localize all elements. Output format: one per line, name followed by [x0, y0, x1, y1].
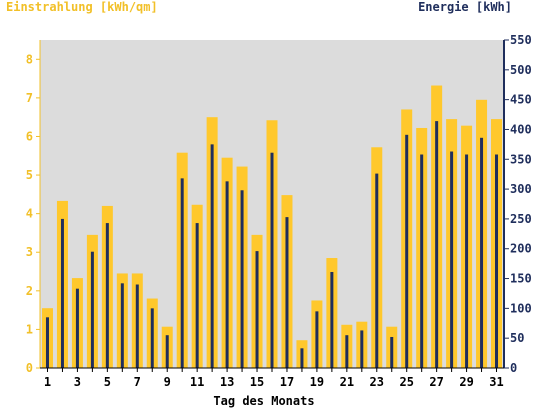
energy-bar	[75, 288, 79, 368]
left-axis-tick-label: 1	[26, 322, 33, 336]
x-axis-tick-label: 13	[220, 375, 234, 389]
left-axis-title: Einstrahlung [kWh/qm]	[6, 0, 158, 14]
energy-bar	[405, 134, 409, 368]
x-axis-tick-label: 27	[429, 375, 443, 389]
energy-bar	[45, 317, 49, 368]
right-axis-tick-label: 450	[510, 93, 532, 107]
energy-bar	[480, 137, 484, 368]
left-axis-tick-label: 8	[26, 52, 33, 66]
energy-bar	[330, 271, 334, 368]
energy-bar	[60, 218, 64, 368]
energy-bar	[300, 348, 304, 368]
right-axis-tick-label: 400	[510, 122, 532, 136]
x-axis-tick-label: 31	[489, 375, 503, 389]
left-axis-tick-label: 7	[26, 91, 33, 105]
right-axis-tick-label: 150	[510, 272, 532, 286]
left-axis-tick-label: 0	[26, 361, 33, 375]
left-axis-tick-label: 3	[26, 245, 33, 259]
right-axis-tick-label: 550	[510, 33, 532, 47]
x-axis-tick-label: 17	[280, 375, 294, 389]
energy-bar	[150, 308, 154, 368]
x-axis-tick-label: 5	[104, 375, 111, 389]
energy-bar	[375, 173, 379, 368]
energy-bar	[420, 154, 424, 368]
left-axis-tick-label: 4	[26, 207, 33, 221]
energy-bar	[165, 335, 169, 368]
x-axis-tick-label: 23	[370, 375, 384, 389]
energy-bar	[285, 217, 289, 368]
x-axis-tick-label: 15	[250, 375, 264, 389]
x-axis-tick-label: 19	[310, 375, 324, 389]
x-axis-tick-label: 1	[44, 375, 51, 389]
energy-bar	[390, 336, 394, 368]
bars-group	[41, 85, 503, 369]
energy-bar	[240, 190, 244, 368]
x-axis-tick-label: 11	[190, 375, 204, 389]
right-axis-tick-label: 0	[510, 361, 517, 375]
right-axis-tick-label: 100	[510, 301, 532, 315]
energy-bar	[345, 335, 349, 368]
energy-bar	[135, 284, 139, 368]
energy-bar	[435, 121, 439, 368]
x-axis-tick-label: 25	[399, 375, 413, 389]
axes-group: 0123456780501001502002503003504004505005…	[26, 33, 532, 389]
right-axis-tick-label: 50	[510, 331, 524, 345]
energy-bar	[225, 181, 229, 368]
energy-bar	[270, 152, 274, 368]
left-axis-tick-label: 5	[26, 168, 33, 182]
right-axis-tick-label: 200	[510, 242, 532, 256]
energy-bar	[120, 283, 124, 368]
x-axis-tick-label: 3	[74, 375, 81, 389]
energy-bar	[195, 223, 199, 368]
energy-bar	[90, 251, 94, 368]
x-axis-tick-label: 29	[459, 375, 473, 389]
x-axis-tick-label: 7	[134, 375, 141, 389]
energy-bar	[465, 154, 469, 368]
right-axis-tick-label: 350	[510, 152, 532, 166]
x-axis-tick-label: 9	[164, 375, 171, 389]
energy-bar	[495, 154, 499, 368]
left-axis-tick-label: 6	[26, 129, 33, 143]
energy-bar	[315, 311, 319, 368]
energy-bar	[105, 223, 109, 368]
energy-bar	[210, 144, 214, 368]
right-axis-title: Energie [kWh]	[418, 0, 512, 14]
x-axis-title: Tag des Monats	[213, 394, 314, 408]
energy-bar	[255, 251, 259, 368]
energy-bar	[180, 178, 184, 368]
x-axis-tick-label: 21	[340, 375, 354, 389]
energy-bar	[450, 151, 454, 368]
right-axis-tick-label: 500	[510, 63, 532, 77]
right-axis-tick-label: 250	[510, 212, 532, 226]
right-axis-tick-label: 300	[510, 182, 532, 196]
left-axis-tick-label: 2	[26, 284, 33, 298]
energy-bar	[360, 330, 364, 368]
